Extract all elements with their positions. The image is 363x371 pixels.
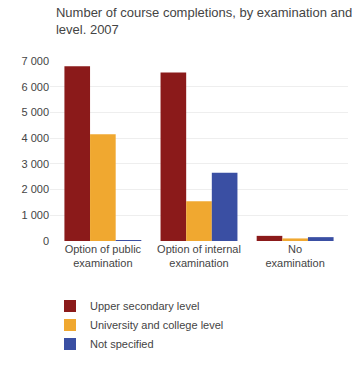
- svg-text:0: 0: [43, 235, 49, 247]
- svg-text:7 000: 7 000: [21, 55, 49, 67]
- svg-text:5 000: 5 000: [21, 106, 49, 118]
- svg-text:Number of course completions,: Number of course completions, by examina…: [56, 5, 352, 37]
- svg-text:4 000: 4 000: [21, 132, 49, 144]
- svg-text:University and college level: University and college level: [90, 319, 223, 331]
- svg-text:6 000: 6 000: [21, 81, 49, 93]
- svg-text:Option of internalexamination: Option of internalexamination: [157, 243, 241, 269]
- svg-text:Upper secondary level: Upper secondary level: [90, 300, 199, 312]
- svg-text:3 000: 3 000: [21, 158, 49, 170]
- svg-text:Noexamination: Noexamination: [265, 243, 324, 269]
- svg-text:Not specified: Not specified: [90, 338, 154, 350]
- svg-text:Option of publicexamination: Option of publicexamination: [65, 243, 142, 269]
- svg-text:2 000: 2 000: [21, 183, 49, 195]
- svg-text:1 000: 1 000: [21, 209, 49, 221]
